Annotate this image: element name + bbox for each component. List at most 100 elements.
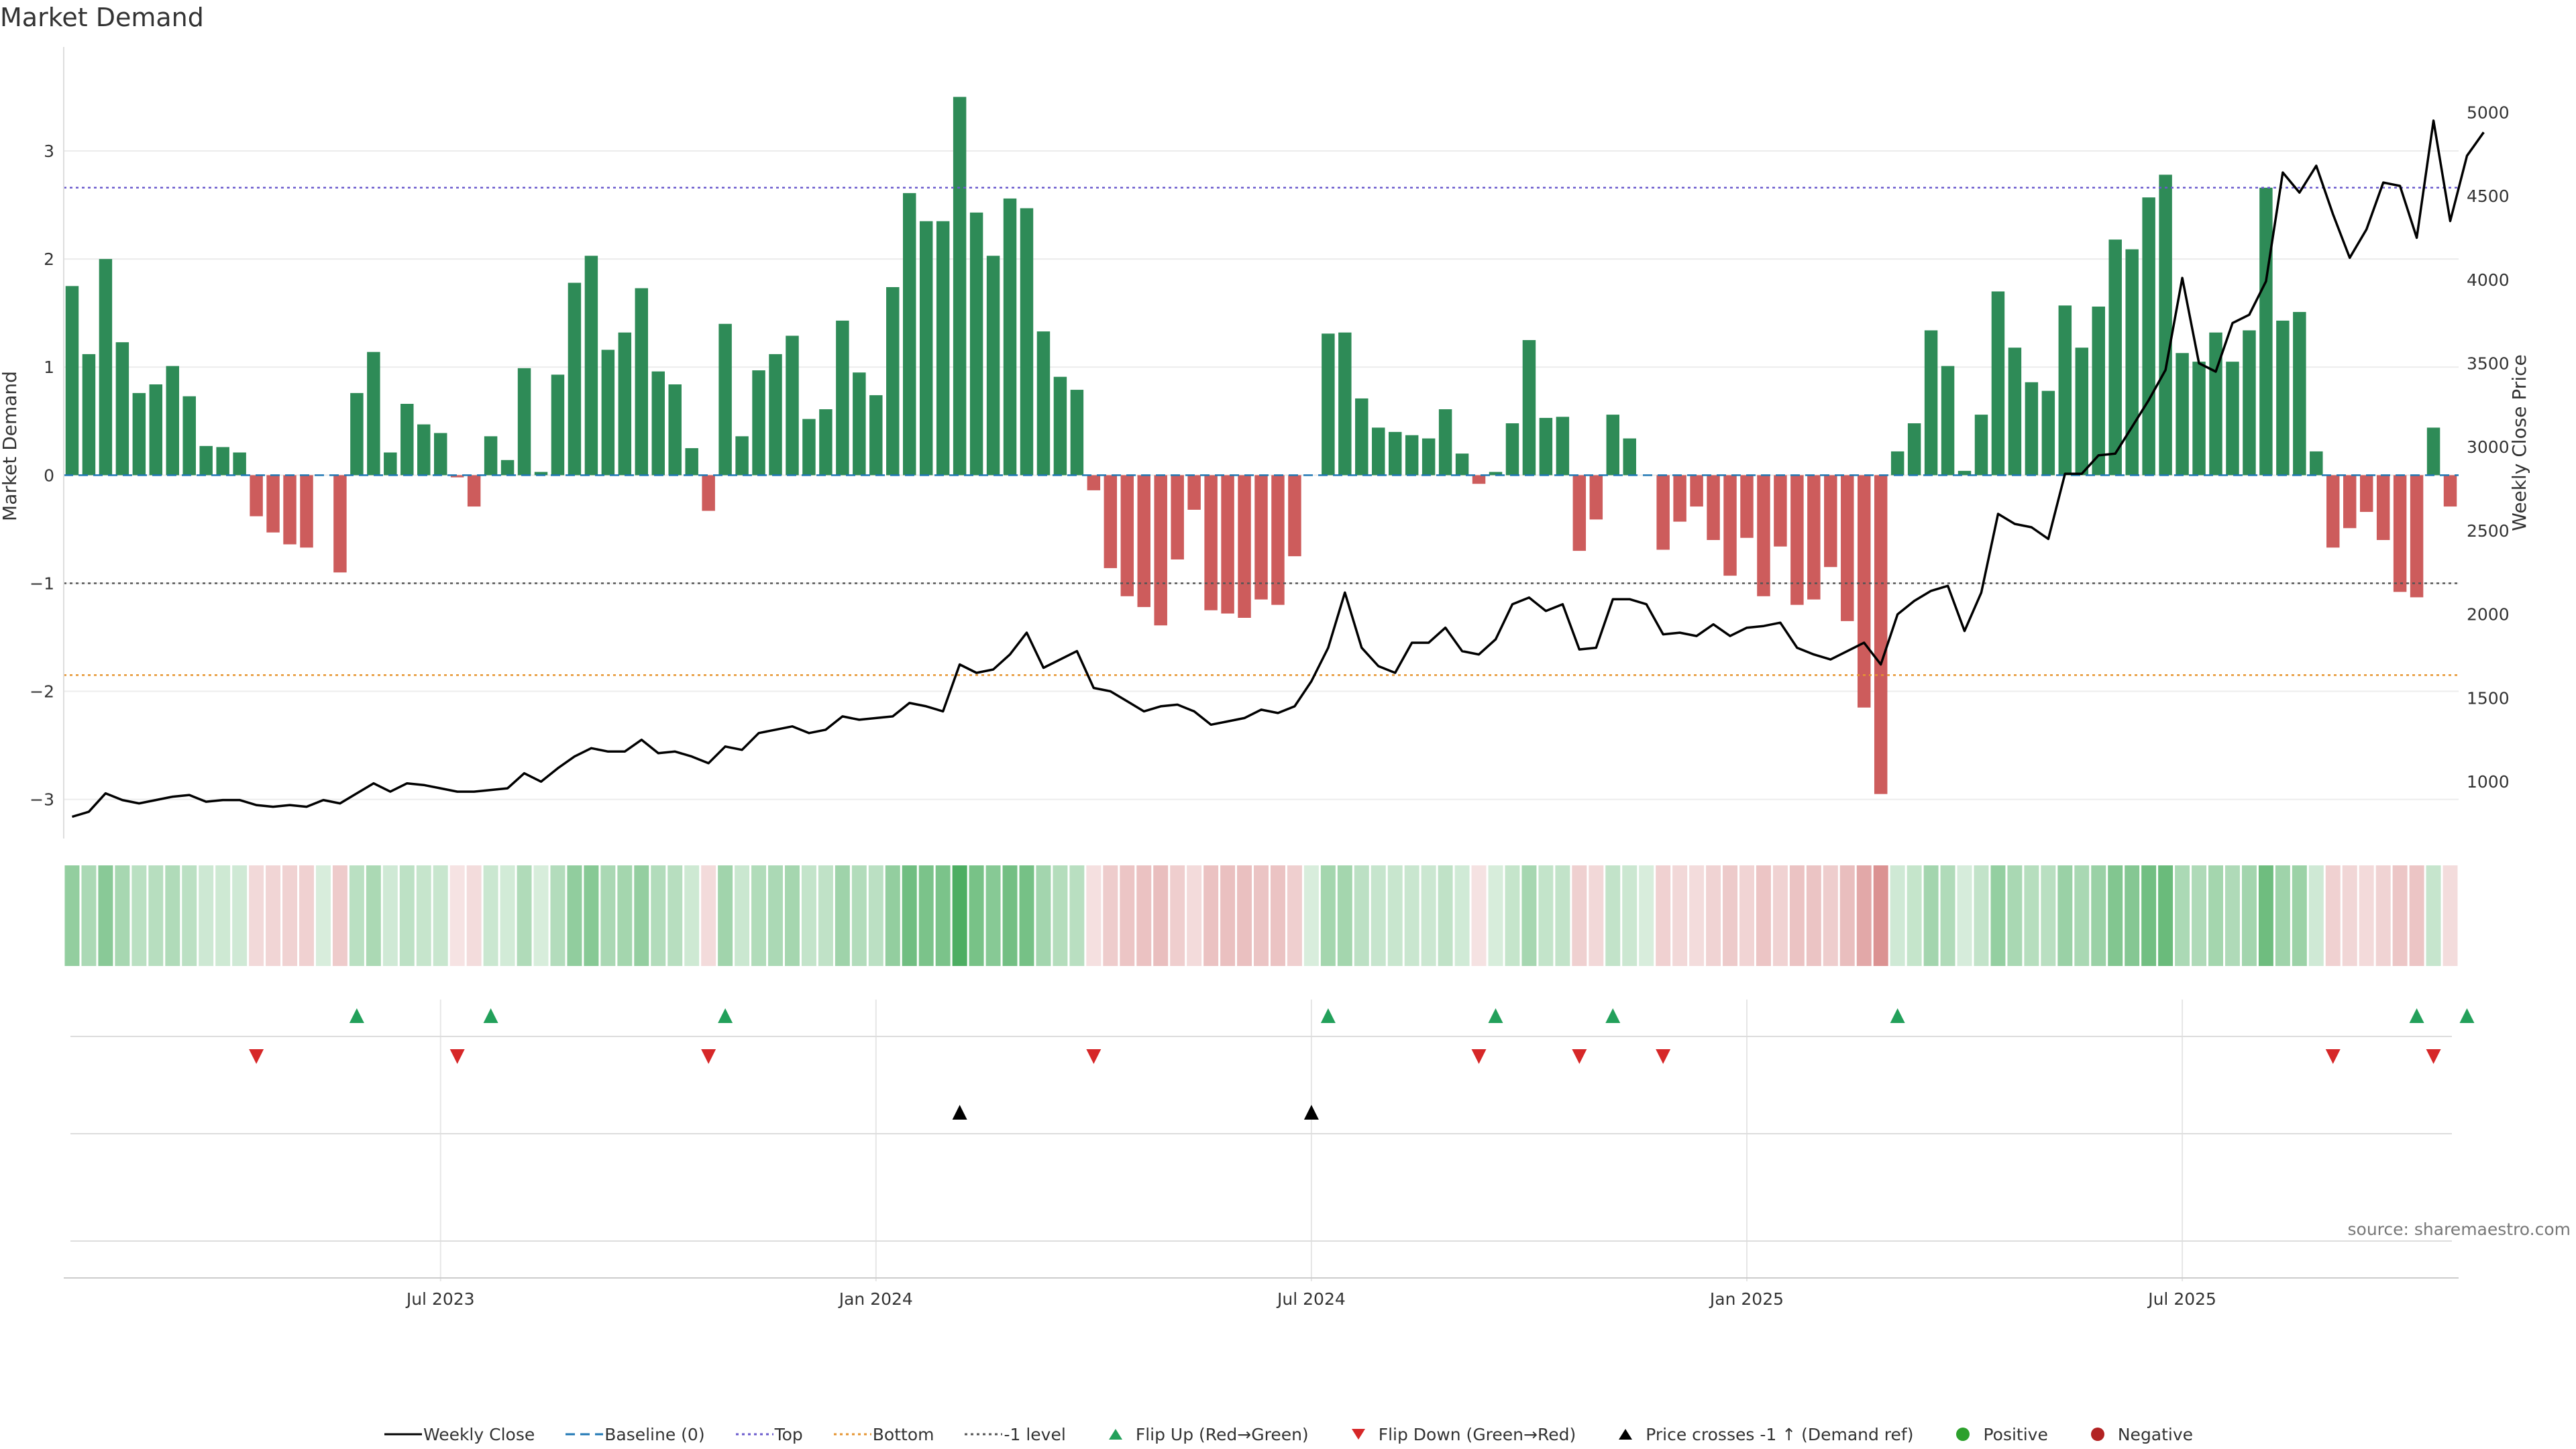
heat-cell xyxy=(818,865,833,966)
heat-cell xyxy=(232,865,248,966)
heat-cell xyxy=(1488,865,1503,966)
demand-bar xyxy=(2058,305,2072,476)
weekly-close-line xyxy=(72,119,2485,818)
heat-cell xyxy=(902,865,917,966)
heat-cell xyxy=(735,865,750,966)
demand-bar xyxy=(2359,475,2373,513)
demand-bar xyxy=(384,452,397,476)
heat-cell xyxy=(768,865,783,966)
heat-cell xyxy=(1120,865,1135,966)
heat-cell xyxy=(1656,865,1671,966)
demand-bar xyxy=(132,392,146,476)
demand-bar xyxy=(1421,438,1436,476)
heat-cell xyxy=(651,865,666,966)
flip-down-marker xyxy=(1086,1049,1102,1064)
heat-cell xyxy=(1069,865,1085,966)
demand-bar xyxy=(1221,475,1234,614)
heat-cell xyxy=(1237,865,1252,966)
legend-item: Weekly Close xyxy=(383,1425,535,1444)
heat-cell xyxy=(1538,865,1554,966)
heat-cell xyxy=(1923,865,1939,966)
heat-cell xyxy=(1287,865,1302,966)
demand-heat-strip xyxy=(64,865,2458,966)
demand-bar xyxy=(65,286,79,476)
heat-cell xyxy=(2426,865,2441,966)
heat-cell xyxy=(1940,865,1955,966)
heat-cell xyxy=(2409,865,2424,966)
demand-bar xyxy=(986,256,1000,476)
demand-bar xyxy=(651,371,665,476)
heat-cell xyxy=(1270,865,1285,966)
heat-cell xyxy=(2057,865,2073,966)
demand-bar xyxy=(953,97,967,476)
heat-cell xyxy=(1772,865,1788,966)
demand-bar xyxy=(1036,331,1051,476)
legend-symbol xyxy=(1956,1428,1970,1441)
demand-bar xyxy=(618,332,632,476)
heat-cell xyxy=(2007,865,2023,966)
source-label: source: sharemaestro.com xyxy=(2347,1220,2571,1239)
heat-cell xyxy=(1572,865,1587,966)
x-tick-label: Jan 2025 xyxy=(1709,1289,1784,1309)
legend-label: Positive xyxy=(1983,1424,2048,1444)
demand-bar xyxy=(735,436,749,476)
heat-cell xyxy=(466,865,482,966)
heat-cell xyxy=(2208,865,2223,966)
heat-cell xyxy=(617,865,633,966)
demand-bar xyxy=(1941,366,1955,476)
demand-bar xyxy=(2243,330,2256,476)
heat-cell xyxy=(885,865,900,966)
heat-cell xyxy=(533,865,549,966)
heat-cell xyxy=(1873,865,1888,966)
demand-bar xyxy=(1790,475,1804,605)
legend-label: Baseline (0) xyxy=(604,1424,705,1444)
demand-bar xyxy=(1957,470,1972,476)
legend-label: Weekly Close xyxy=(423,1424,535,1444)
flip-down-marker xyxy=(1471,1049,1487,1064)
y-tick-label-right: 2500 xyxy=(2467,521,2510,541)
reference-lines xyxy=(64,186,2459,676)
demand-bar xyxy=(1522,339,1536,476)
heat-cell xyxy=(1622,865,1638,966)
chart-title: Market Demand xyxy=(0,3,204,32)
heat-cell xyxy=(115,865,130,966)
heat-cell xyxy=(1890,865,1905,966)
demand-bar xyxy=(1673,475,1686,522)
heat-cell xyxy=(1672,865,1688,966)
legend-item: Negative xyxy=(2078,1425,2193,1444)
heat-cell xyxy=(1203,865,1219,966)
legend-symbol xyxy=(1108,1429,1122,1440)
demand-bar xyxy=(1757,475,1770,596)
demand-bar xyxy=(2159,174,2172,476)
demand-bar xyxy=(450,475,464,478)
y-tick-label-left: −1 xyxy=(30,574,54,593)
demand-bar xyxy=(1974,415,1988,476)
demand-bar xyxy=(869,395,883,476)
demand-bar xyxy=(752,370,765,476)
flip-up-marker xyxy=(483,1008,498,1023)
demand-bar xyxy=(1824,475,1837,568)
y-tick-label-right: 3500 xyxy=(2467,354,2510,374)
demand-bar xyxy=(685,448,698,476)
heat-cell xyxy=(449,865,465,966)
demand-bar xyxy=(2075,347,2089,476)
y-tick-label-left: 3 xyxy=(44,142,54,161)
legend-label: -1 level xyxy=(1004,1424,1066,1444)
heat-cell xyxy=(1990,865,2006,966)
demand-bar xyxy=(417,424,431,476)
heat-cell xyxy=(1756,865,1771,966)
y-tick-label-right: 3000 xyxy=(2467,437,2510,457)
heat-cell xyxy=(2359,865,2374,966)
demand-bar xyxy=(199,445,213,476)
heat-cell xyxy=(382,865,398,966)
demand-bar xyxy=(1505,423,1519,476)
demand-bar xyxy=(2041,390,2055,476)
heat-cell xyxy=(1505,865,1520,966)
heat-cell xyxy=(1103,865,1118,966)
heat-cell xyxy=(1957,865,1972,966)
demand-bar xyxy=(568,282,582,476)
heat-cell xyxy=(2108,865,2123,966)
demand-bar xyxy=(1572,475,1587,551)
heat-cell xyxy=(2158,865,2174,966)
demand-bar xyxy=(1991,291,2005,476)
